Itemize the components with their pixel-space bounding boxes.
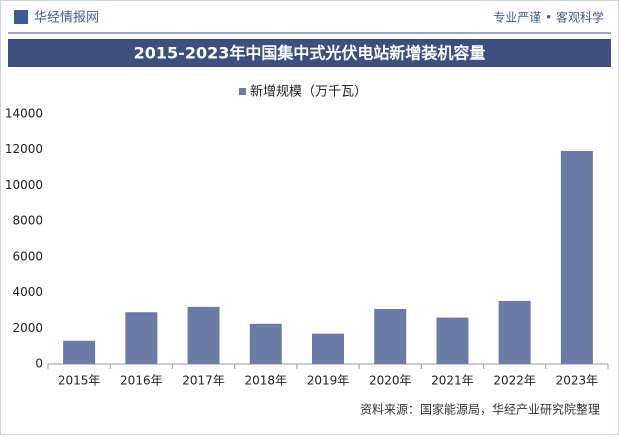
bar [436, 317, 469, 364]
y-tick-label: 10000 [5, 178, 43, 192]
x-tick-label: 2021年 [431, 374, 474, 388]
y-tick-label: 12000 [5, 142, 43, 156]
bar [249, 323, 282, 364]
source: 资料来源：国家能源局，华经产业研究院整理 [360, 402, 600, 417]
x-tick-label: 2018年 [245, 374, 288, 388]
x-tick-label: 2017年 [182, 374, 225, 388]
brand: 华经情报网 [34, 11, 99, 26]
y-tick-label: 8000 [12, 214, 43, 228]
bar [63, 340, 96, 364]
logo-icon [14, 10, 28, 24]
x-tick-label: 2020年 [369, 374, 412, 388]
chart-title: 2015-2023年中国集中式光伏电站新增装机容量 [134, 44, 486, 63]
x-tick-label: 2015年 [58, 374, 101, 388]
bar [312, 333, 344, 364]
x-tick-label: 2016年 [120, 374, 163, 388]
bar [374, 309, 407, 364]
x-tick-label: 2019年 [307, 374, 350, 388]
x-tick-label: 2022年 [493, 374, 536, 388]
slogan: 专业严谨 • 客观科学 [493, 10, 604, 25]
y-tick-label: 6000 [12, 249, 43, 263]
y-tick-label: 2000 [12, 321, 43, 335]
bar [125, 312, 158, 364]
y-tick-label: 14000 [5, 107, 43, 121]
legend-swatch [239, 88, 246, 95]
bar [498, 300, 531, 364]
y-tick-label: 4000 [12, 285, 43, 299]
x-tick-label: 2023年 [556, 374, 599, 388]
bar [560, 150, 593, 364]
legend-label: 新增规模（万千瓦） [250, 84, 367, 100]
title-banner [8, 39, 611, 67]
y-tick-label: 0 [35, 357, 43, 371]
bar [187, 306, 220, 364]
